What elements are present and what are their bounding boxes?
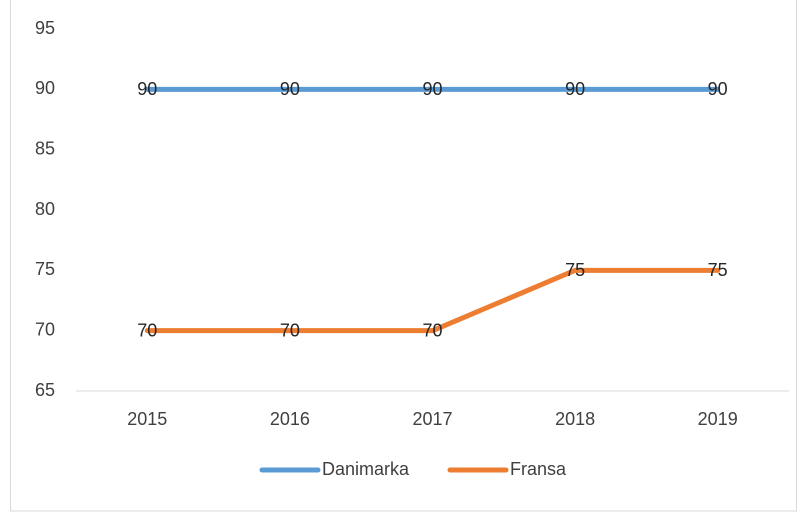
data-label: 90 bbox=[422, 79, 442, 99]
y-tick-label: 95 bbox=[35, 18, 55, 38]
data-label: 70 bbox=[137, 320, 157, 340]
legend-label: Danimarka bbox=[322, 459, 410, 479]
data-label: 70 bbox=[422, 320, 442, 340]
y-tick-label: 65 bbox=[35, 380, 55, 400]
data-label: 90 bbox=[280, 79, 300, 99]
data-label: 90 bbox=[708, 79, 728, 99]
series-line bbox=[144, 267, 721, 334]
y-tick-label: 75 bbox=[35, 259, 55, 279]
x-tick-label: 2016 bbox=[270, 409, 310, 429]
x-tick-label: 2017 bbox=[412, 409, 452, 429]
legend-label: Fransa bbox=[510, 459, 567, 479]
x-tick-label: 2015 bbox=[127, 409, 167, 429]
y-tick-label: 90 bbox=[35, 78, 55, 98]
y-tick-label: 80 bbox=[35, 199, 55, 219]
data-label: 70 bbox=[280, 320, 300, 340]
x-tick-label: 2019 bbox=[698, 409, 738, 429]
y-tick-label: 70 bbox=[35, 319, 55, 339]
y-tick-label: 85 bbox=[35, 138, 55, 158]
x-tick-label: 2018 bbox=[555, 409, 595, 429]
data-label: 90 bbox=[565, 79, 585, 99]
data-label: 90 bbox=[137, 79, 157, 99]
chart-frame bbox=[10, 0, 797, 512]
data-label: 75 bbox=[708, 260, 728, 280]
data-label: 75 bbox=[565, 260, 585, 280]
